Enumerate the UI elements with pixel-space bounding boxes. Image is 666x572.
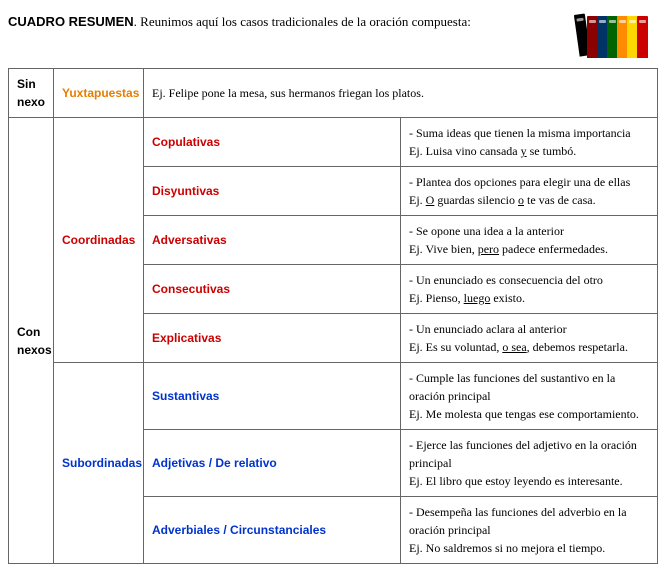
cell-adverbiales-sub: Adverbiales / Circunstanciales [144, 497, 401, 564]
cell-yuxtapuestas: Yuxtapuestas [54, 69, 144, 118]
cell-copulativas-desc: - Suma ideas que tienen la misma importa… [401, 118, 658, 167]
cell-sustantivas-desc: - Cumple las funciones del sustantivo en… [401, 363, 658, 430]
cell-sustantivas-sub: Sustantivas [144, 363, 401, 430]
disyuntivas-line1: - Plantea dos opciones para elegir una d… [409, 175, 630, 189]
disy-l2post: te vas de casa. [524, 193, 596, 207]
exp-line1: - Un enunciado aclara al anterior [409, 322, 567, 336]
cell-adjetivas-desc: - Ejerce las funciones del adjetivo en l… [401, 430, 658, 497]
cell-consecutivas-desc: - Un enunciado es consecuencia del otro … [401, 265, 658, 314]
cell-explicativas-sub: Explicativas [144, 314, 401, 363]
cell-sin-nexo-label: Sin nexo [9, 69, 54, 118]
cell-yuxtapuestas-desc: Ej. Felipe pone la mesa, sus hermanos fr… [144, 69, 658, 118]
cons-l2post: existo. [490, 291, 525, 305]
copulativas-line1: - Suma ideas que tienen la misma importa… [409, 126, 631, 140]
cell-explicativas-desc: - Un enunciado aclara al anterior Ej. Es… [401, 314, 658, 363]
header-text: CUADRO RESUMEN. Reunimos aquí los casos … [8, 8, 578, 30]
cell-adversativas-sub: Adversativas [144, 216, 401, 265]
adv-l2u: pero [478, 242, 499, 256]
cell-consecutivas-sub: Consecutivas [144, 265, 401, 314]
title-rest: . Reunimos aquí los casos tradicionales … [134, 14, 471, 29]
cons-l2u: luego [464, 291, 491, 305]
advb-line2: Ej. No saldremos si no mejora el tiempo. [409, 541, 605, 555]
exp-l2u: o sea [502, 340, 526, 354]
adv-l2post: padece enfermedades. [499, 242, 608, 256]
exp-l2post: , debemos respetarla. [527, 340, 628, 354]
disy-l2pre: Ej. [409, 193, 426, 207]
cell-disyuntivas-desc: - Plantea dos opciones para elegir una d… [401, 167, 658, 216]
copulativas-l2post: se tumbó. [527, 144, 577, 158]
cell-coordinadas-label: Coordinadas [54, 118, 144, 363]
sust-line1: - Cumple las funciones del sustantivo en… [409, 371, 615, 403]
exp-l2pre: Ej. Es su voluntad, [409, 340, 502, 354]
cell-adjetivas-sub: Adjetivas / De relativo [144, 430, 401, 497]
cell-adverbiales-desc: - Desempeña las funciones del adverbio e… [401, 497, 658, 564]
row-sin-nexo: Sin nexo Yuxtapuestas Ej. Felipe pone la… [9, 69, 658, 118]
cell-adversativas-desc: - Se opone una idea a la anterior Ej. Vi… [401, 216, 658, 265]
page-header: CUADRO RESUMEN. Reunimos aquí los casos … [8, 8, 658, 58]
cell-con-nexos-label: Con nexos [9, 118, 54, 564]
advb-line1: - Desempeña las funciones del adverbio e… [409, 505, 627, 537]
cell-copulativas-sub: Copulativas [144, 118, 401, 167]
row-copulativas: Con nexos Coordinadas Copulativas - Suma… [9, 118, 658, 167]
cell-subordinadas-label: Subordinadas [54, 363, 144, 564]
cons-line1: - Un enunciado es consecuencia del otro [409, 273, 603, 287]
row-sustantivas: Subordinadas Sustantivas - Cumple las fu… [9, 363, 658, 430]
adj-line2: Ej. El libro que estoy leyendo es intere… [409, 474, 623, 488]
copulativas-l2pre: Ej. Luisa vino cansada [409, 144, 521, 158]
adj-line1: - Ejerce las funciones del adjetivo en l… [409, 438, 637, 470]
adv-line1: - Se opone una idea a la anterior [409, 224, 564, 238]
cell-disyuntivas-sub: Disyuntivas [144, 167, 401, 216]
binders-icon [578, 8, 658, 58]
title-bold: CUADRO RESUMEN [8, 14, 134, 29]
cons-l2pre: Ej. Pienso, [409, 291, 464, 305]
summary-table: Sin nexo Yuxtapuestas Ej. Felipe pone la… [8, 68, 658, 564]
sust-line2: Ej. Me molesta que tengas ese comportami… [409, 407, 639, 421]
disy-l2mid: guardas silencio [434, 193, 518, 207]
adv-l2pre: Ej. Vive bien, [409, 242, 478, 256]
